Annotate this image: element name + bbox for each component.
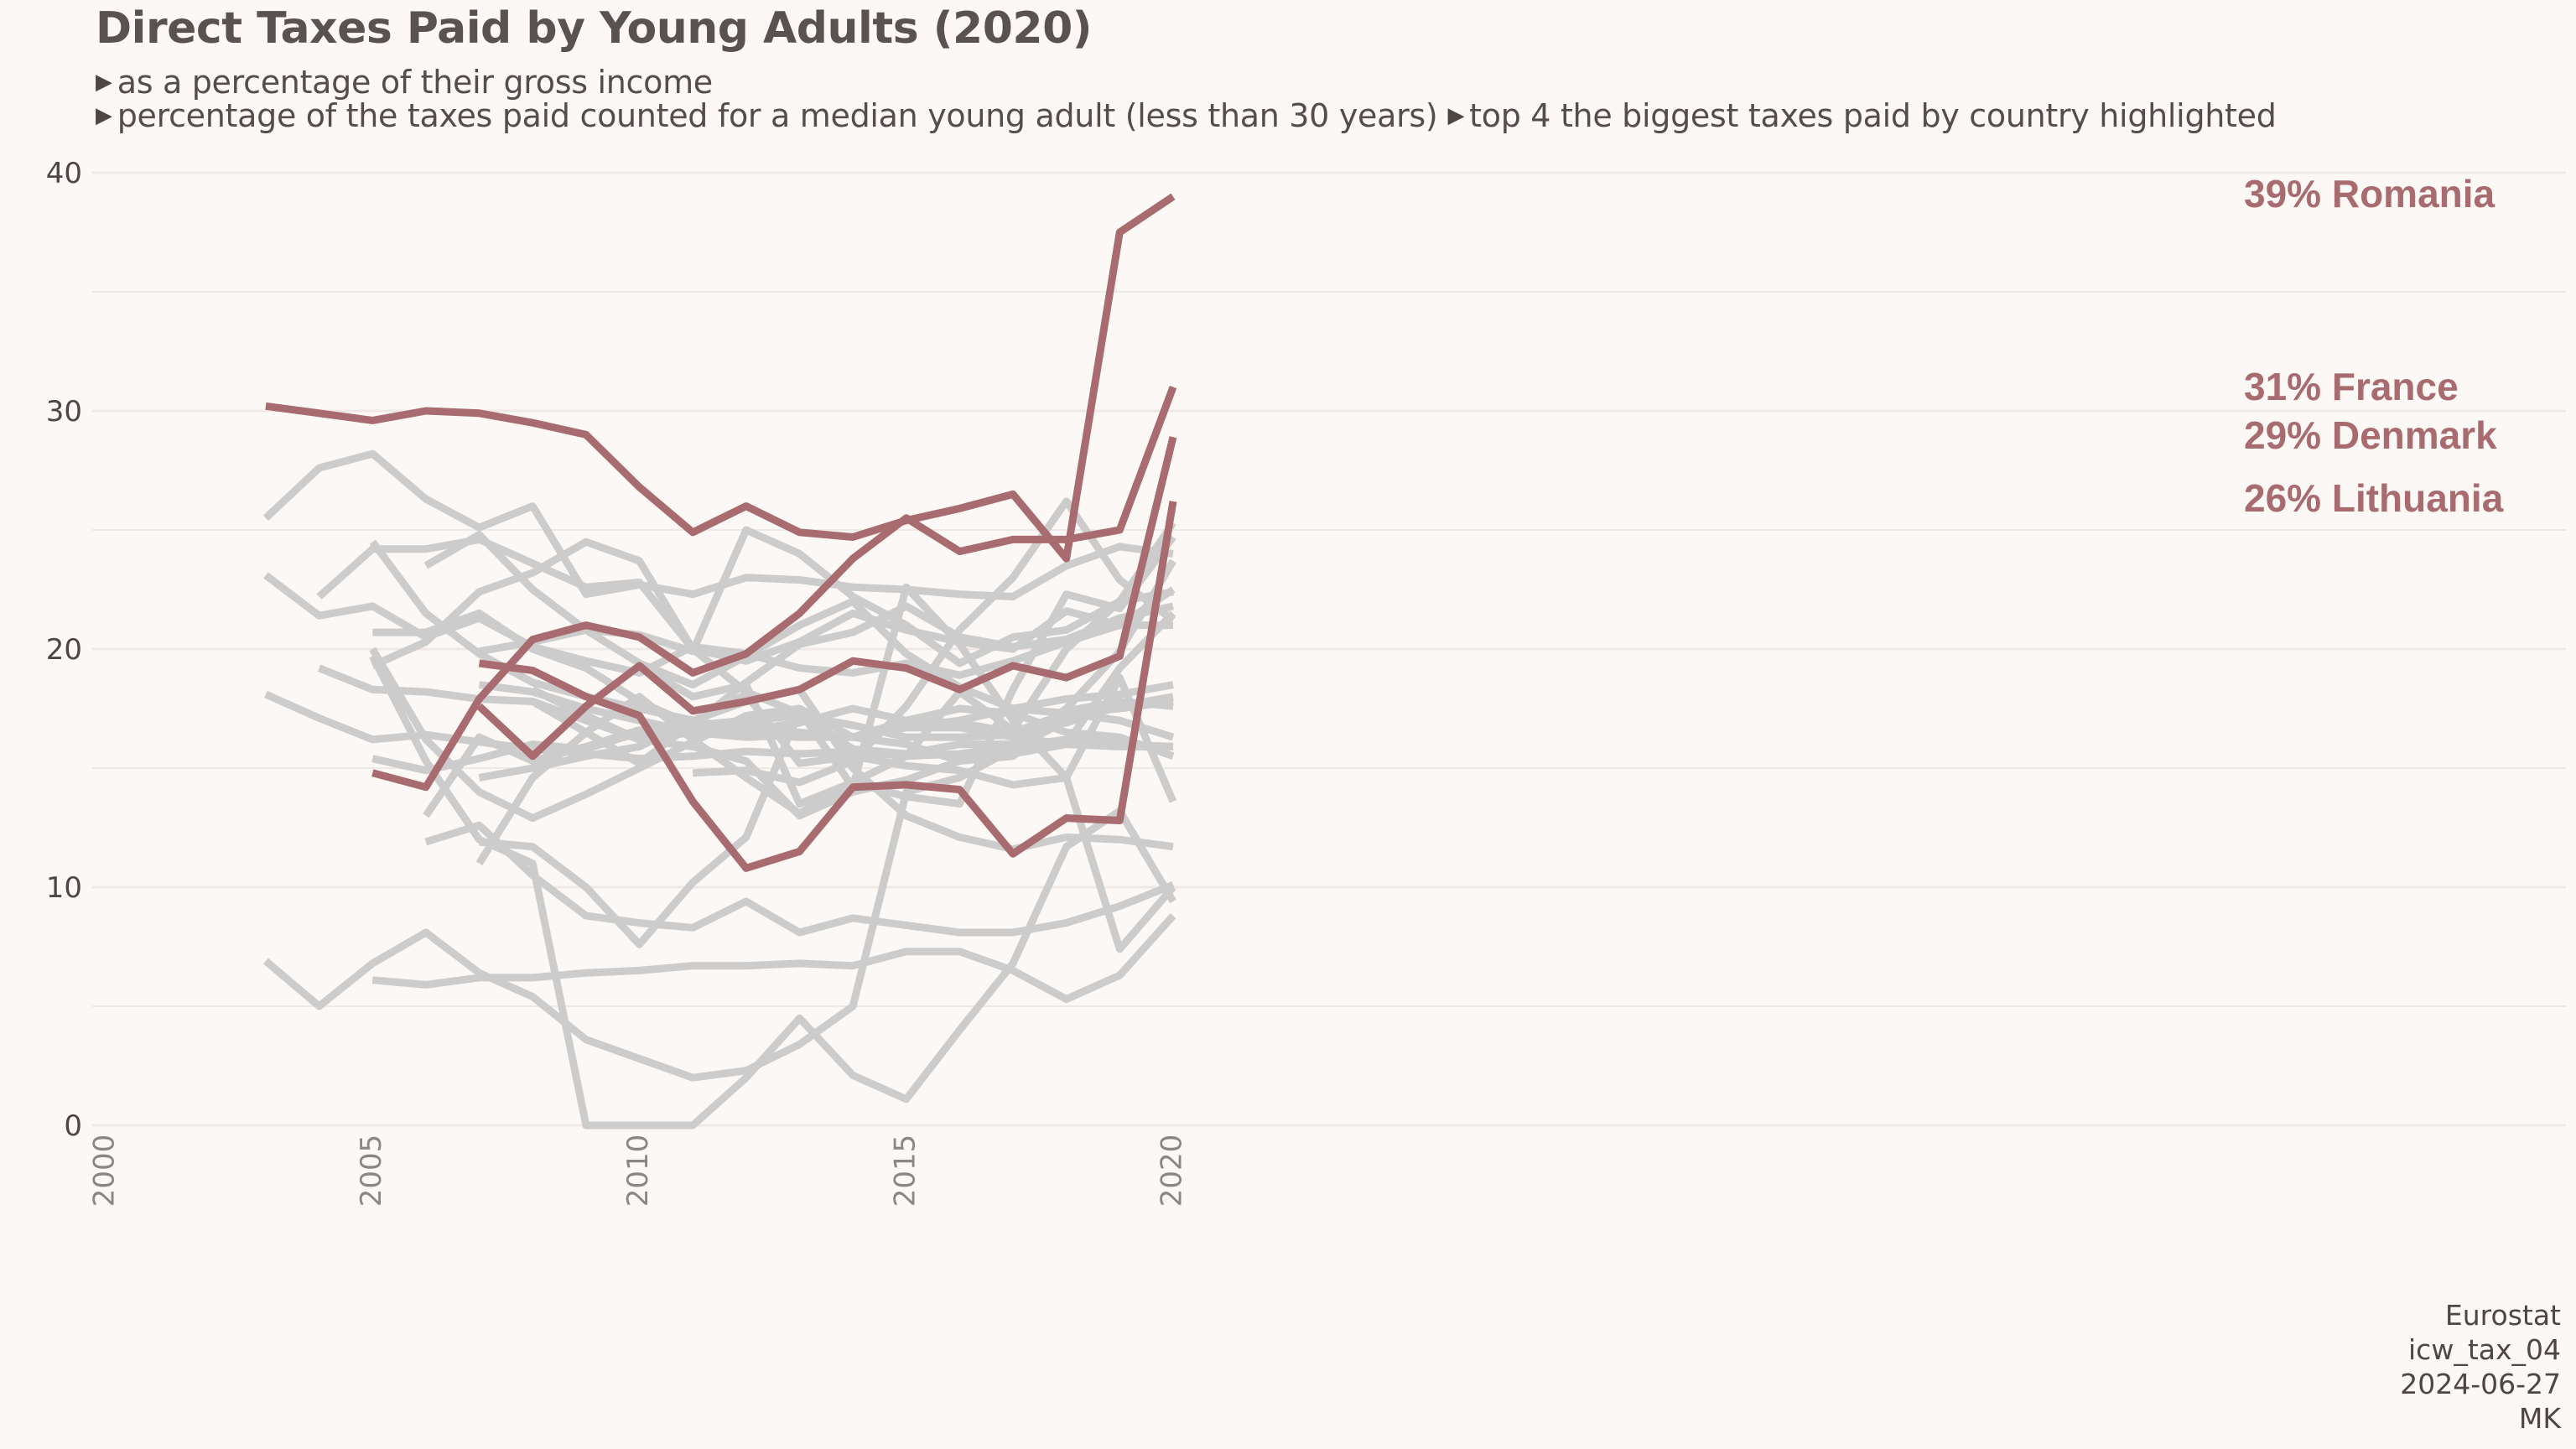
background-series-line (371, 913, 1176, 1003)
y-tick-label: 20 (46, 633, 82, 667)
triangle-bullet-icon: ▶ (1447, 103, 1465, 128)
triangle-bullet-icon: ▶ (96, 70, 112, 95)
background-series-group (262, 449, 1177, 1130)
source-caption: Eurostat icw_tax_04 2024-06-27 MK (2400, 1298, 2561, 1436)
caption-source: Eurostat (2444, 1299, 2561, 1332)
series-label-lithuania: 26% Lithuania (2244, 476, 2504, 520)
subtitle-text-2: percentage of the taxes paid counted for… (117, 97, 1438, 134)
background-series-line (637, 520, 1176, 808)
x-axis-ticks: 2000 2005 2010 2015 2020 (88, 1135, 1189, 1208)
caption-author: MK (2518, 1402, 2561, 1435)
series-label-romania: 39% Romania (2244, 172, 2496, 216)
y-axis-ticks: 0 10 20 30 40 (46, 157, 82, 1143)
caption-date: 2024-06-27 (2400, 1368, 2561, 1400)
y-tick-label: 10 (46, 871, 82, 905)
x-tick-label: 2010 (621, 1135, 655, 1208)
background-series-line (475, 534, 1176, 865)
subtitle-line-1: ▶ as a percentage of their gross income (96, 64, 713, 101)
y-tick-label: 40 (46, 157, 82, 190)
subtitle-line-2: ▶ percentage of the taxes paid counted fo… (96, 97, 2277, 134)
series-line-lithuania (478, 501, 1177, 872)
series-label-france: 31% France (2244, 365, 2459, 408)
x-tick-label: 2005 (355, 1135, 388, 1208)
background-series-line (424, 821, 1175, 937)
subtitle-text-3: top 4 the biggest taxes paid by country … (1469, 97, 2277, 134)
grid (92, 171, 2566, 1127)
y-tick-label: 0 (64, 1109, 82, 1143)
x-tick-label: 2020 (1156, 1135, 1189, 1208)
background-series-line (478, 685, 1174, 854)
highlighted-series-group (265, 193, 1177, 872)
x-tick-label: 2015 (888, 1135, 922, 1208)
background-series-line (692, 497, 1176, 787)
triangle-bullet-icon: ▶ (96, 103, 112, 128)
background-series-line (478, 597, 1175, 741)
caption-dataset-code: icw_tax_04 (2408, 1333, 2561, 1366)
series-line-romania (265, 193, 1176, 563)
background-series-line (369, 647, 1173, 823)
y-tick-label: 30 (46, 395, 82, 428)
background-series-line (479, 583, 1176, 953)
series-labels: 39% Romania 31% France 29% Denmark 26% Lith… (2244, 172, 2504, 520)
background-series-line (478, 681, 1175, 761)
subtitle-text-1: as a percentage of their gross income (117, 64, 713, 101)
x-tick-label: 2000 (88, 1135, 122, 1208)
chart-title: Direct Taxes Paid by Young Adults (2020) (96, 3, 1093, 54)
series-label-denmark: 29% Denmark (2244, 413, 2497, 457)
